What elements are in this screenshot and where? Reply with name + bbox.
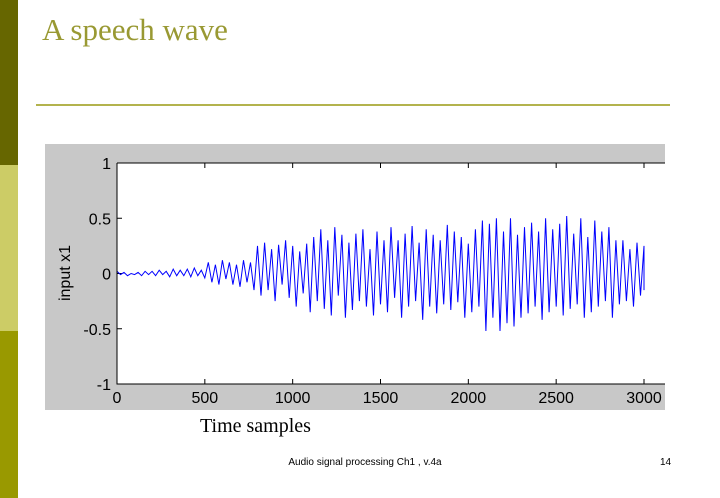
x-tick-label: 1500 (363, 390, 399, 407)
decor-bar-bottom (0, 331, 18, 498)
y-axis-label: input x1 (57, 245, 74, 301)
y-tick-label: 0.5 (89, 211, 111, 228)
y-tick-label: 1 (102, 156, 111, 173)
series-line (116, 215, 645, 332)
page-number: 14 (660, 457, 672, 468)
axes-frame (116, 162, 665, 385)
x-tick-label: 2000 (451, 390, 487, 407)
x-tick-label: 0 (113, 390, 122, 407)
x-tick-label: 3000 (626, 390, 662, 407)
slide-title: A speech wave (42, 12, 228, 47)
x-axis-label: Time samples (200, 415, 311, 437)
decor-bar-top (0, 0, 18, 165)
x-tick-label: 2500 (538, 390, 574, 407)
plot-area (117, 163, 665, 384)
y-tick-label: 0 (102, 267, 111, 284)
x-tick-label: 1000 (275, 390, 311, 407)
y-tick-label: -0.5 (83, 322, 111, 339)
slide-footer: Audio signal processing Ch1 , v.4a (288, 457, 442, 468)
title-divider (36, 104, 670, 106)
x-tick-label: 500 (191, 390, 218, 407)
decor-bar-middle (0, 165, 18, 331)
y-tick-label: -1 (97, 377, 111, 394)
